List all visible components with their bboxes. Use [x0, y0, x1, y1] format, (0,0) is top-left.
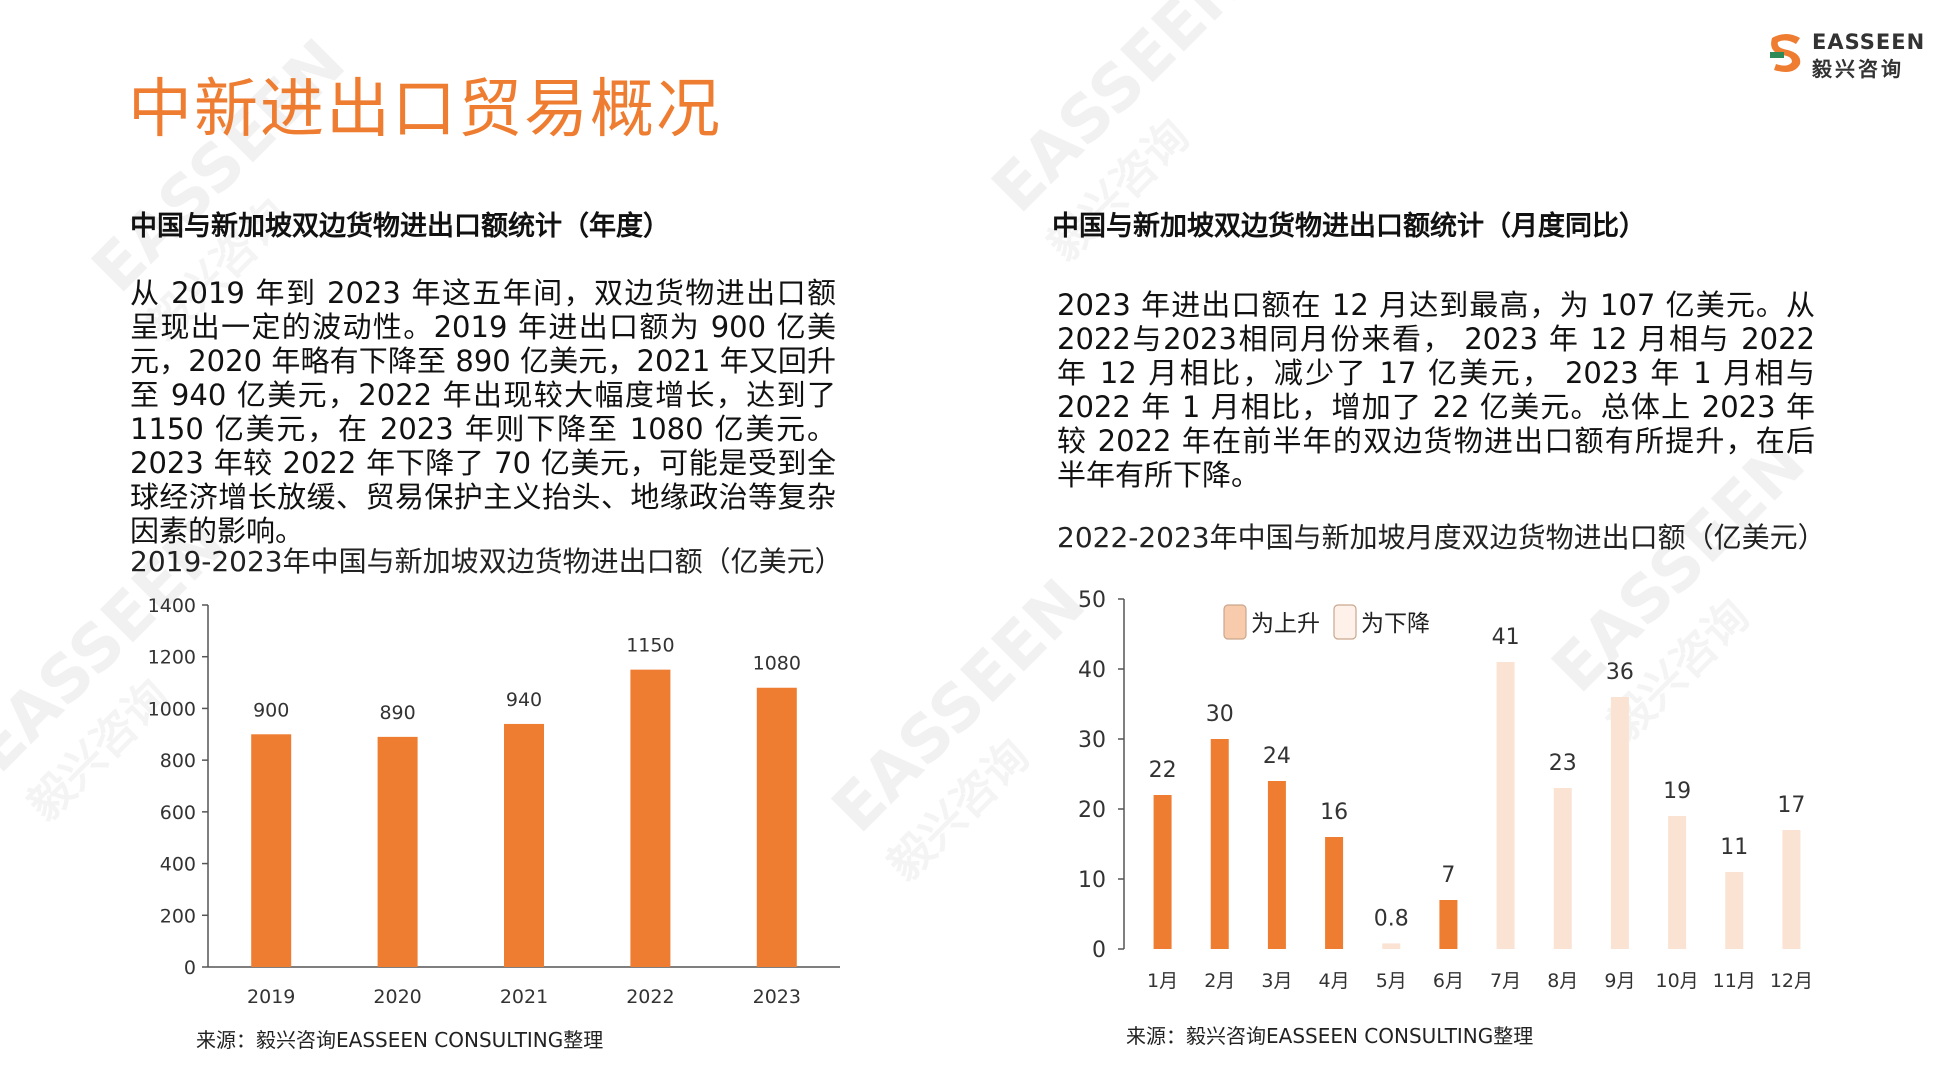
data-label: 0.8	[1374, 906, 1409, 931]
bar	[1325, 837, 1344, 949]
legend-swatch	[1333, 604, 1357, 640]
bar	[1153, 795, 1172, 949]
bar	[1496, 662, 1515, 949]
monthly-bar-chart: 0 10 20 30 40 50 22 1月 30 2月 24 3月 16 4月 0.8 5月 7 6月 41 7月 2…	[1078, 588, 1813, 992]
data-label: 890	[379, 702, 415, 724]
right-paragraph: 2023 年进出口额在 12 月达到最高，为 107 亿美元。从2022与202…	[1057, 288, 1815, 492]
x-tick-label: 2023	[753, 986, 801, 1008]
y-tick-label: 1200	[148, 647, 196, 669]
bar	[1439, 900, 1458, 949]
y-tick-label: 1400	[148, 595, 196, 617]
logo-icon	[1770, 34, 1801, 72]
data-label: 940	[506, 689, 542, 711]
logo-text-cn: 毅兴咨询	[1812, 57, 1904, 81]
data-label: 22	[1149, 758, 1177, 783]
logo-text-en: EASSEEN	[1812, 30, 1926, 54]
x-tick-label: 6月	[1433, 970, 1464, 992]
right-chart-title: 2022-2023年中国与新加坡月度双边货物进出口额（亿美元）	[1057, 521, 1826, 554]
left-heading: 中国与新加坡双边货物进出口额统计（年度）	[130, 211, 670, 242]
legend-label: 为上升	[1251, 611, 1320, 637]
right-heading: 中国与新加坡双边货物进出口额统计（月度同比）	[1052, 211, 1646, 242]
bar	[1267, 781, 1286, 949]
x-tick-label: 5月	[1376, 970, 1407, 992]
legend-label: 为下降	[1361, 611, 1430, 637]
left-source: 来源：毅兴咨询EASSEEN CONSULTING整理	[196, 1028, 604, 1052]
y-tick-label: 40	[1078, 658, 1106, 683]
x-tick-label: 2021	[500, 986, 548, 1008]
bar	[251, 734, 292, 967]
annual-bar-chart: 0 200 400 600 800 1000 1200 1400 900 2019 890 2020 9…	[148, 595, 840, 1008]
bar	[504, 723, 544, 967]
data-label: 24	[1263, 744, 1291, 769]
page-title: 中新进出口贸易概况	[128, 73, 722, 147]
x-tick-label: 8月	[1547, 970, 1578, 992]
data-label: 900	[253, 699, 289, 721]
bar	[1668, 816, 1687, 949]
bar	[1610, 697, 1629, 949]
y-tick-label: 600	[160, 802, 196, 824]
x-tick-label: 2020	[373, 986, 421, 1008]
left-paragraph: 从 2019 年到 2023 年这五年间，双边货物进出口额呈现出一定的波动性。2…	[130, 276, 836, 548]
legend-swatch	[1223, 604, 1247, 640]
bar	[1725, 872, 1744, 949]
data-label: 1080	[753, 653, 801, 675]
data-label: 30	[1206, 702, 1234, 727]
data-label: 19	[1663, 779, 1691, 804]
y-tick-label: 200	[160, 905, 196, 927]
x-tick-label: 2019	[247, 986, 295, 1008]
x-tick-label: 7月	[1490, 970, 1521, 992]
data-label: 41	[1492, 625, 1520, 650]
x-tick-label: 9月	[1604, 970, 1635, 992]
x-tick-label: 1月	[1147, 970, 1178, 992]
bar	[1382, 943, 1401, 949]
y-tick-label: 400	[160, 854, 196, 876]
x-tick-label: 2022	[626, 986, 674, 1008]
bar	[1782, 830, 1801, 949]
x-tick-label: 10月	[1655, 970, 1698, 992]
x-tick-label: 11月	[1713, 970, 1756, 992]
bar	[756, 687, 797, 967]
y-tick-label: 0	[184, 957, 196, 979]
x-tick-label: 12月	[1770, 970, 1813, 992]
y-tick-label: 20	[1078, 798, 1106, 823]
data-label: 11	[1720, 835, 1748, 860]
data-label: 23	[1549, 751, 1577, 776]
bar	[377, 736, 418, 967]
y-tick-label: 50	[1078, 588, 1106, 613]
x-tick-label: 4月	[1319, 970, 1350, 992]
data-label: 36	[1606, 660, 1634, 685]
left-chart-title: 2019-2023年中国与新加坡双边货物进出口额（亿美元）	[130, 545, 843, 578]
brand-logo: EASSEEN 毅兴咨询	[1766, 30, 1924, 81]
y-tick-label: 0	[1092, 938, 1106, 963]
x-tick-label: 3月	[1261, 970, 1292, 992]
bar	[630, 669, 671, 967]
data-label: 1150	[626, 635, 674, 657]
bar	[1210, 739, 1229, 949]
data-label: 7	[1441, 863, 1455, 888]
data-label: 17	[1777, 793, 1805, 818]
data-label: 16	[1320, 800, 1348, 825]
y-tick-label: 800	[160, 750, 196, 772]
y-tick-label: 10	[1078, 868, 1106, 893]
x-tick-label: 2月	[1204, 970, 1235, 992]
y-tick-label: 1000	[148, 698, 196, 720]
bar	[1553, 788, 1572, 949]
right-source: 来源：毅兴咨询EASSEEN CONSULTING整理	[1126, 1024, 1534, 1048]
y-tick-label: 30	[1078, 728, 1106, 753]
